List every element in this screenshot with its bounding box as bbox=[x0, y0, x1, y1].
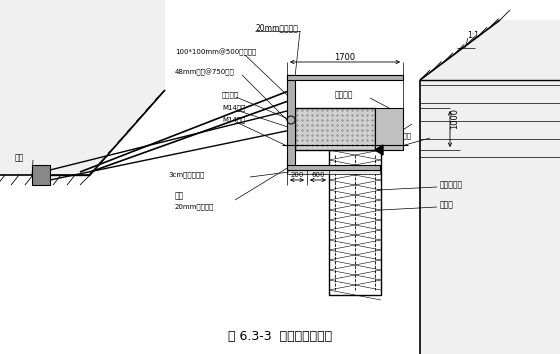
Text: 20mm厚竹胶板: 20mm厚竹胶板 bbox=[255, 23, 298, 33]
Text: 1000: 1000 bbox=[450, 108, 460, 129]
Text: 底模: 底模 bbox=[175, 192, 184, 200]
Text: M14螺杆: M14螺杆 bbox=[222, 117, 245, 123]
Bar bbox=[375, 108, 403, 150]
Text: 48mm钢管@750支撑: 48mm钢管@750支撑 bbox=[175, 68, 235, 76]
Bar bbox=[295, 108, 375, 150]
Text: 图 6.3-3  圈梁施工示意图: 图 6.3-3 圈梁施工示意图 bbox=[228, 330, 332, 343]
Text: M14螺帽: M14螺帽 bbox=[222, 105, 245, 111]
Bar bbox=[287, 75, 403, 80]
Bar bbox=[287, 170, 380, 174]
Text: 1:1: 1:1 bbox=[467, 30, 479, 40]
Polygon shape bbox=[375, 145, 383, 155]
Text: 20mm厚竹胶板: 20mm厚竹胶板 bbox=[175, 204, 214, 210]
Text: 梁底标高: 梁底标高 bbox=[395, 133, 412, 139]
Bar bbox=[287, 165, 380, 170]
Text: 1700: 1700 bbox=[334, 52, 356, 62]
Bar bbox=[329, 150, 381, 295]
Text: 200: 200 bbox=[290, 172, 304, 178]
Polygon shape bbox=[420, 20, 560, 354]
Text: 山型扣件: 山型扣件 bbox=[222, 92, 239, 98]
Text: 焊接: 焊接 bbox=[395, 118, 404, 126]
Text: 钻孔桩主筋: 钻孔桩主筋 bbox=[440, 181, 463, 189]
Bar bbox=[32, 165, 50, 185]
Text: 100*100mm@500方木支撑: 100*100mm@500方木支撑 bbox=[175, 48, 256, 56]
Text: 地锚: 地锚 bbox=[15, 154, 24, 162]
Text: 临时支撑: 临时支撑 bbox=[335, 91, 353, 99]
Text: 钻孔桩: 钻孔桩 bbox=[440, 200, 454, 210]
Bar bbox=[287, 75, 295, 170]
Text: 3cm砂浆找平层: 3cm砂浆找平层 bbox=[168, 172, 204, 178]
Polygon shape bbox=[0, 0, 165, 175]
Text: 600: 600 bbox=[311, 172, 325, 178]
Text: 50: 50 bbox=[295, 125, 301, 133]
